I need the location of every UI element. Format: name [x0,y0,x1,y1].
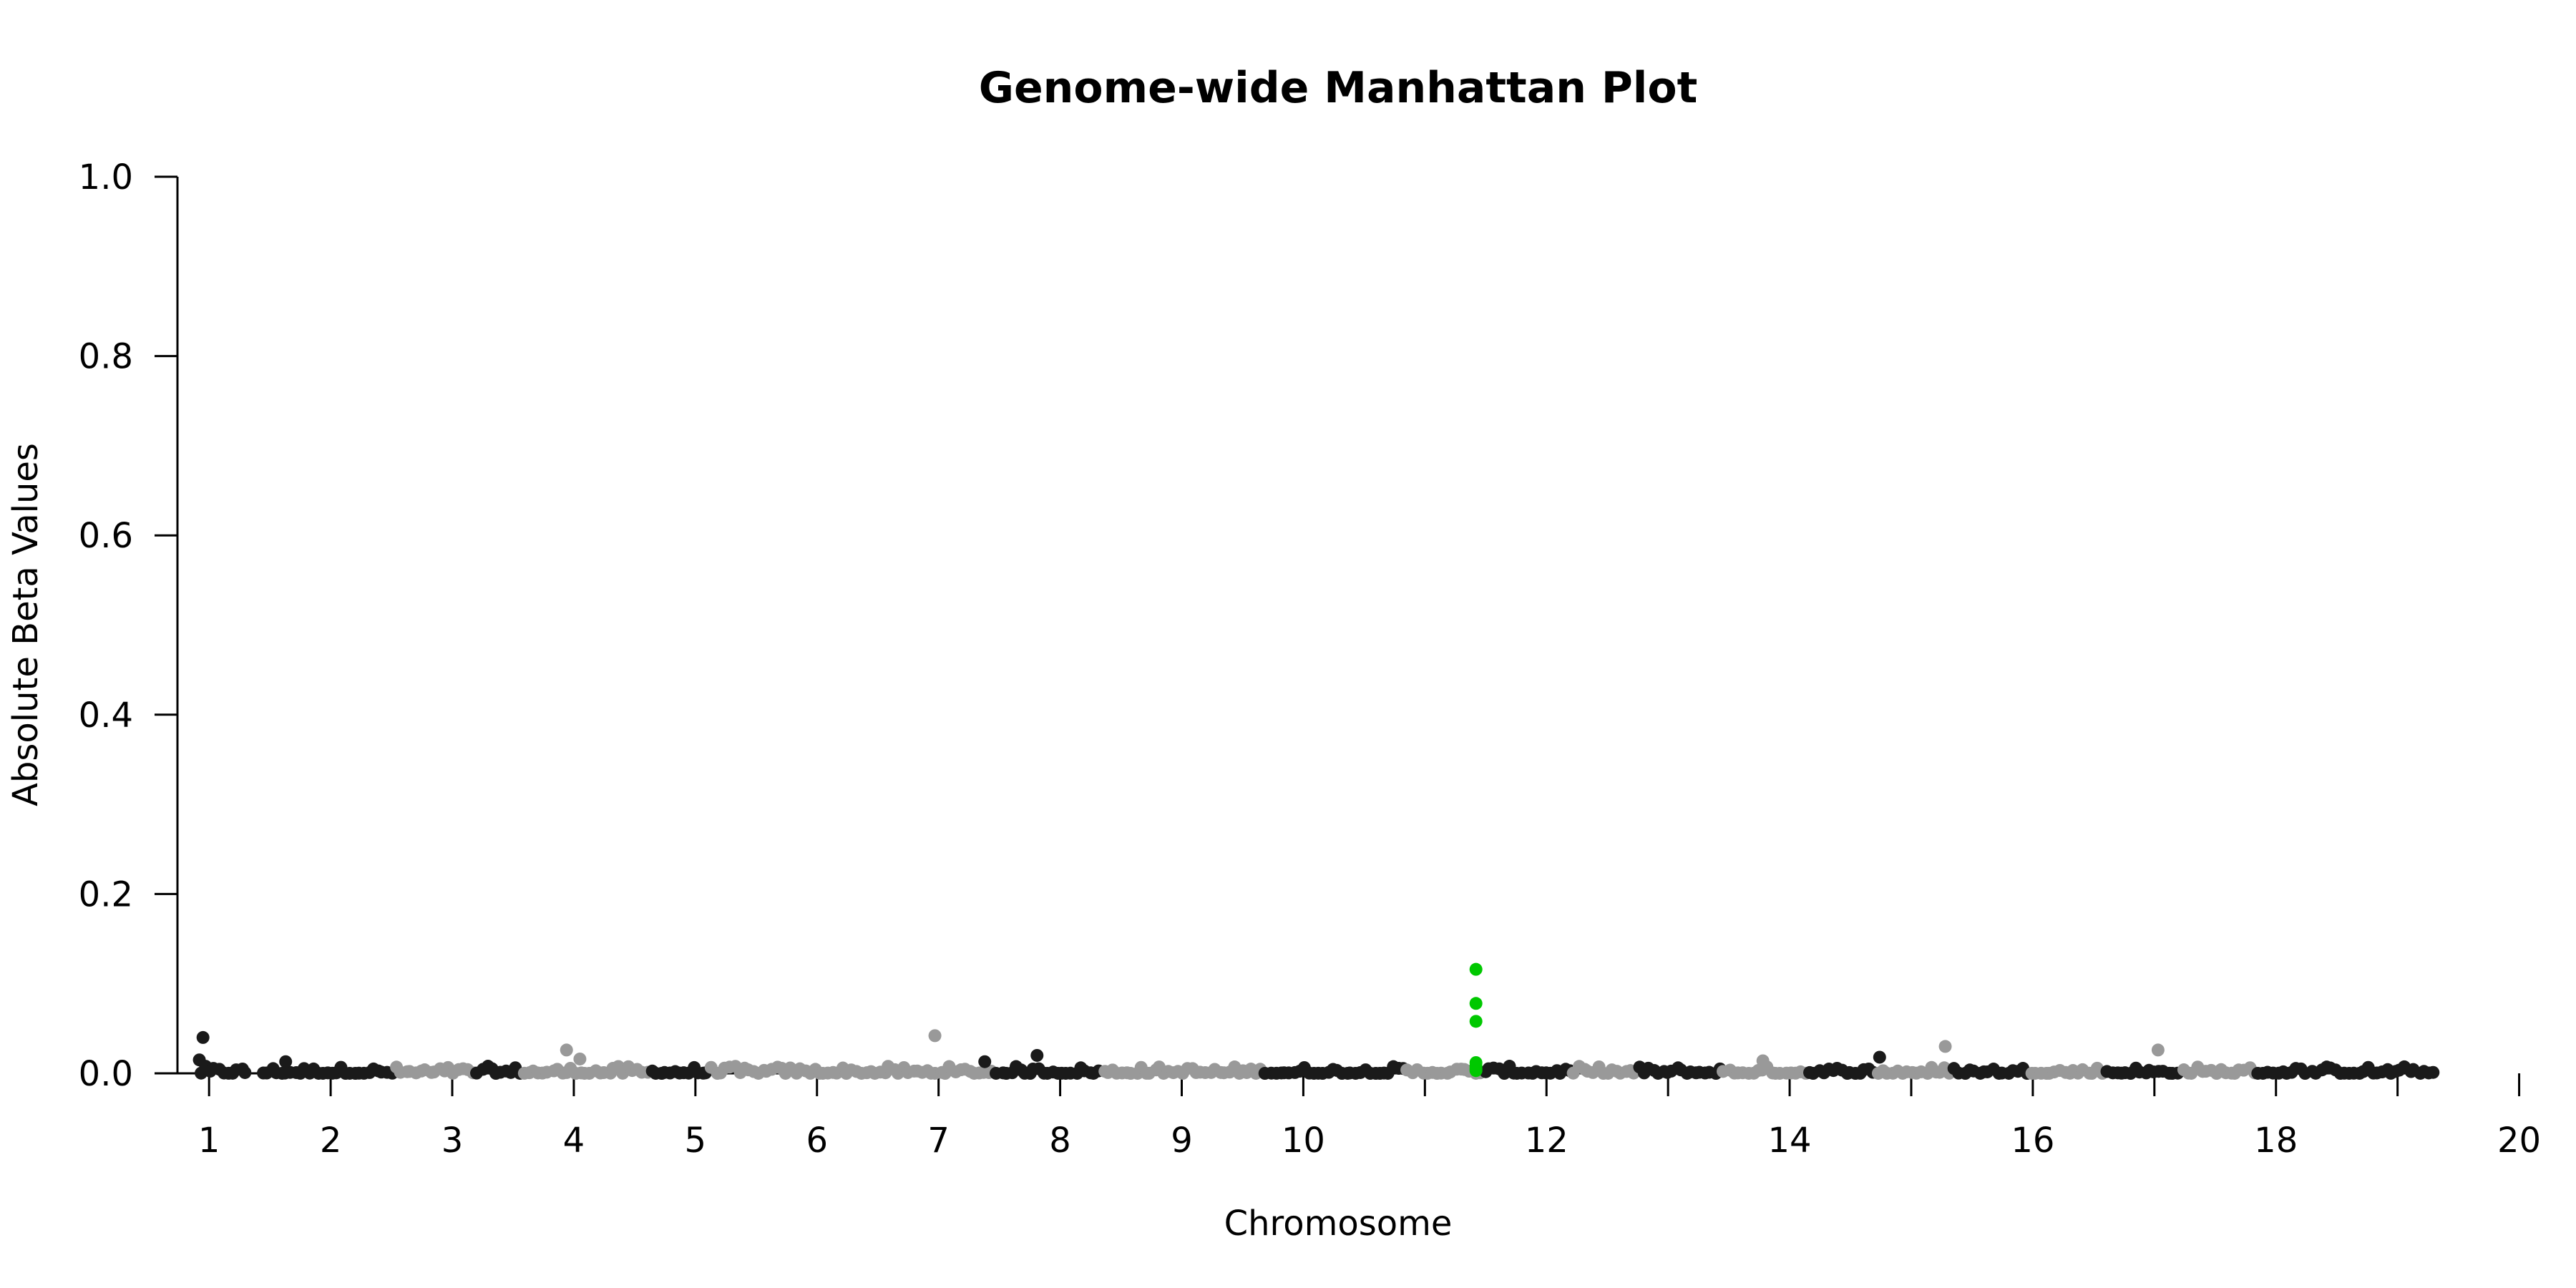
x-tick-label-12: 12 [1525,1121,1568,1161]
chart-title: Genome-wide Manhattan Plot [979,63,1698,113]
x-axis: 12345678910121416182023 [177,1072,2541,1161]
x-tick-label-4: 4 [563,1121,585,1161]
notable-point-7 [1873,1050,1886,1064]
y-tick-label-2: 0.4 [79,696,133,736]
point-chr23-19 [2426,1065,2440,1079]
x-tick-label-6: 6 [806,1121,828,1161]
x-tick-label-2: 2 [320,1121,342,1161]
y-axis-title: Absolute Beta Values [6,443,46,806]
notable-point-4 [573,1052,587,1065]
y-axis: 0.0 0.2 0.4 0.6 0.8 1.0 [79,157,179,1094]
highlight-point-2 [1469,1015,1483,1028]
notable-point-11 [1756,1054,1770,1068]
x-tick-label-3: 3 [441,1121,464,1161]
x-tick-label-9: 9 [1171,1121,1193,1161]
notable-point-8 [1938,1040,1952,1053]
x-axis-title: Chromosome [1224,1204,1453,1244]
x-tick-label-20: 20 [2497,1121,2541,1161]
highlight-point-6 [1469,1064,1483,1078]
notable-point-0 [196,1030,210,1044]
notable-point-3 [560,1043,573,1057]
notable-point-6 [1030,1048,1044,1062]
x-tick-label-1: 1 [198,1121,220,1161]
notable-point-1 [192,1053,206,1067]
y-tick-label-0: 0.0 [79,1054,133,1094]
x-tick-label-7: 7 [927,1121,950,1161]
notable-point-5 [928,1029,942,1043]
x-tick-label-8: 8 [1049,1121,1071,1161]
y-tick-label-3: 0.6 [79,516,133,556]
x-tick-label-18: 18 [2254,1121,2298,1161]
notable-point-9 [2151,1043,2165,1057]
x-tick-label-14: 14 [1768,1121,1812,1161]
x-tick-label-5: 5 [685,1121,707,1161]
notable-point-10 [978,1055,992,1068]
y-tick-label-4: 0.8 [79,337,133,377]
y-tick-label-1: 0.2 [79,874,133,914]
x-tick-label-10: 10 [1282,1121,1325,1161]
highlight-point-0 [1469,962,1483,976]
points-layer [192,962,2440,1080]
highlight-point-1 [1469,997,1483,1010]
notable-point-2 [279,1055,293,1068]
y-tick-label-5: 1.0 [79,157,133,197]
point-chr1-10 [238,1065,252,1079]
x-tick-label-16: 16 [2011,1121,2054,1161]
